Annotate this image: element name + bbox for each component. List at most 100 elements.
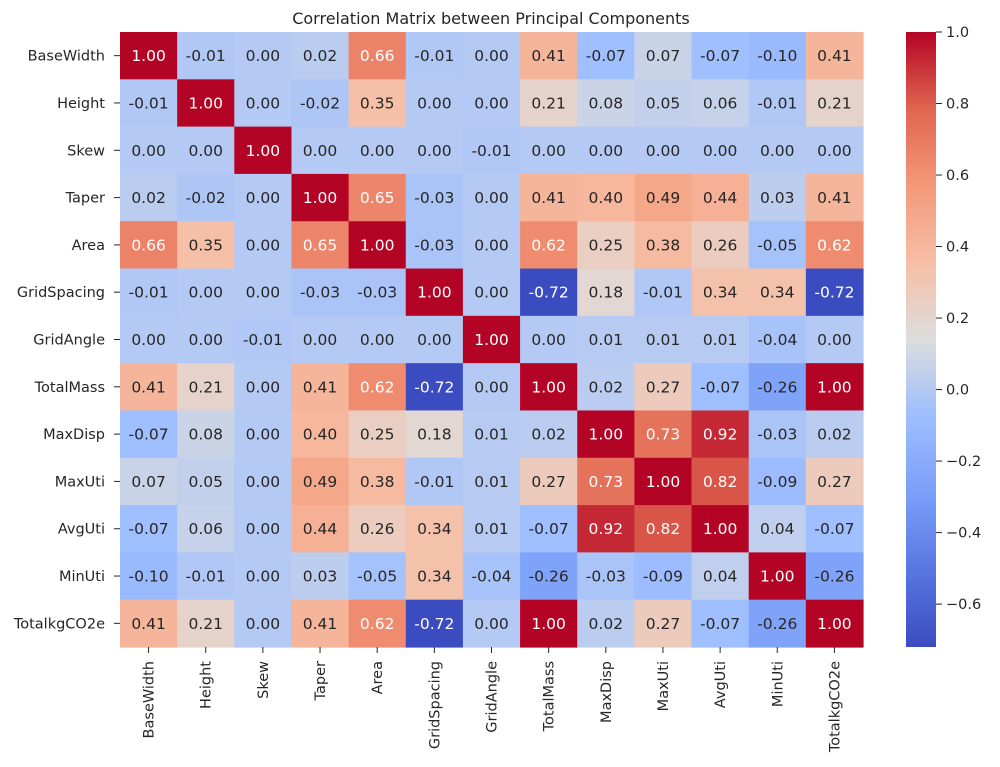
cell-value-label: 0.21 [188, 378, 223, 396]
heatmap-cell [120, 79, 178, 128]
row-label: Area [72, 238, 105, 254]
cell-value-label: -0.01 [471, 142, 511, 160]
heatmap-cell [177, 79, 235, 128]
heatmap-cell [634, 32, 693, 80]
heatmap-cell [520, 32, 578, 80]
cell-value-label: 0.00 [474, 378, 509, 396]
heatmap-cell [634, 315, 693, 364]
heatmap-cell [234, 505, 293, 553]
heatmap-cell [520, 599, 578, 648]
heatmap-cell [120, 126, 178, 175]
cell-value-label: 0.38 [646, 236, 681, 254]
cell-value-label: -0.03 [414, 189, 454, 207]
heatmap-cell [691, 126, 750, 175]
heatmap-cell [748, 363, 807, 412]
cell-value-label: -0.26 [757, 615, 797, 633]
heatmap-cell [577, 599, 635, 648]
heatmap-cell [691, 315, 750, 364]
heatmap-cell [577, 173, 635, 222]
heatmap-cell [405, 79, 464, 128]
cell-value-label: 0.00 [246, 568, 281, 586]
cell-value-label: 0.01 [646, 331, 681, 349]
colorbar-tick-label: 0.0 [946, 383, 969, 399]
cell-value-label: 0.27 [817, 473, 852, 491]
heatmap-cell [748, 410, 807, 459]
cell-value-label: 0.00 [246, 94, 281, 112]
heatmap-cell [520, 457, 578, 506]
cell-value-label: 0.00 [246, 426, 281, 444]
heatmap-cell [634, 505, 693, 553]
heatmap-cell [748, 32, 807, 80]
heatmap-cell [177, 32, 235, 80]
cell-value-label: 0.65 [303, 236, 338, 254]
cell-value-label: -0.05 [757, 236, 797, 254]
heatmap-cell [234, 410, 293, 459]
heatmap-cell [634, 268, 693, 317]
cell-value-label: 0.18 [589, 284, 624, 302]
cell-value-label: 0.82 [646, 520, 681, 538]
cell-value-label: -0.05 [357, 568, 397, 586]
row-label: GridAngle [33, 333, 105, 349]
cell-value-label: -0.01 [757, 94, 797, 112]
cell-value-label: 0.00 [417, 142, 452, 160]
heatmap-cell [634, 79, 693, 128]
heatmap-cell [348, 221, 407, 270]
heatmap-cell [234, 552, 293, 601]
cell-value-label: 0.66 [131, 236, 166, 254]
cell-value-label: 0.00 [188, 331, 223, 349]
heatmap-cell [634, 457, 693, 506]
heatmap-cell [462, 315, 521, 364]
heatmap-cell [805, 268, 864, 317]
cell-value-label: 0.44 [303, 520, 338, 538]
cell-value-label: 0.00 [246, 378, 281, 396]
heatmap-cell [291, 268, 350, 317]
colorbar-tick-label: 0.2 [946, 311, 969, 327]
cell-value-label: 0.38 [360, 473, 395, 491]
heatmap-cell [234, 32, 293, 80]
column-label: Skew [256, 661, 272, 699]
heatmap-cell [748, 457, 807, 506]
heatmap-cell [405, 173, 464, 222]
heatmap-cell [805, 552, 864, 601]
cell-value-label: 0.35 [360, 94, 395, 112]
cell-value-label: -0.07 [700, 47, 740, 65]
row-label: Skew [67, 143, 105, 159]
heatmap-cell [691, 505, 750, 553]
cell-value-label: -0.04 [471, 568, 511, 586]
heatmap-cell [634, 363, 693, 412]
heatmap-cell [805, 173, 864, 222]
cell-value-label: 0.00 [303, 142, 338, 160]
heatmap-cell [748, 268, 807, 317]
heatmap-cell [462, 268, 521, 317]
cell-value-label: 0.02 [589, 615, 624, 633]
cell-value-label: -0.10 [757, 47, 797, 65]
heatmap-cell [120, 505, 178, 553]
heatmap-cell [805, 126, 864, 175]
cell-value-label: 0.00 [531, 331, 566, 349]
heatmap-cell [120, 221, 178, 270]
cell-value-label: 0.00 [589, 142, 624, 160]
heatmap-cell [405, 268, 464, 317]
cell-value-label: 0.08 [589, 94, 624, 112]
heatmap-cell [577, 221, 635, 270]
heatmap-cell [691, 410, 750, 459]
heatmap-cell [405, 410, 464, 459]
cell-value-label: -0.07 [129, 426, 169, 444]
cell-value-label: -0.03 [757, 426, 797, 444]
cell-value-label: 0.00 [188, 284, 223, 302]
cell-value-label: 0.00 [417, 331, 452, 349]
cell-value-label: 0.00 [246, 236, 281, 254]
heatmap-cell [405, 32, 464, 80]
cell-value-label: 0.26 [360, 520, 395, 538]
cell-value-label: 1.00 [817, 378, 852, 396]
heatmap-cell [348, 79, 407, 128]
colorbar-tick-label: 0.4 [946, 240, 969, 256]
heatmap-cell [691, 79, 750, 128]
cell-value-label: 1.00 [817, 615, 852, 633]
cell-value-label: 0.62 [360, 378, 395, 396]
heatmap-cell [462, 173, 521, 222]
heatmap-cell [120, 173, 178, 222]
heatmap-cell [177, 599, 235, 648]
cell-value-label: -0.07 [586, 47, 626, 65]
heatmap-cell [348, 457, 407, 506]
